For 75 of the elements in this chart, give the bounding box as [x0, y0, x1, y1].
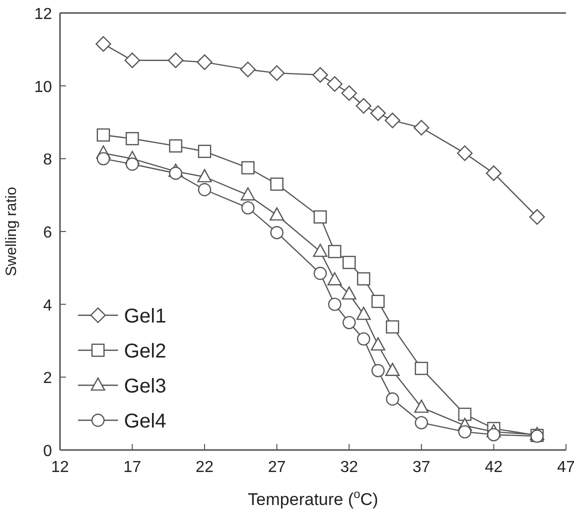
- point: [386, 320, 400, 334]
- y-tick-label: 12: [34, 6, 52, 23]
- point: [313, 244, 328, 257]
- x-tick-label: 42: [484, 459, 503, 476]
- point: [487, 428, 500, 442]
- point: [341, 85, 357, 101]
- point: [197, 169, 212, 182]
- point: [124, 52, 140, 68]
- point: [241, 161, 255, 174]
- point: [314, 210, 327, 224]
- point: [529, 209, 545, 225]
- point: [126, 132, 139, 146]
- point: [385, 362, 400, 376]
- point: [328, 298, 342, 311]
- y-tick-label: 8: [43, 152, 52, 169]
- point: [269, 65, 285, 81]
- y-axis-title: Swelling ratio: [3, 186, 20, 276]
- legend-label: Gel2: [124, 340, 166, 362]
- point: [196, 54, 212, 70]
- point: [356, 306, 371, 320]
- legend-label: Gel4: [124, 410, 166, 432]
- point: [96, 36, 112, 52]
- x-tick-label: 37: [412, 459, 430, 476]
- point: [371, 294, 385, 308]
- point: [414, 416, 428, 430]
- point: [414, 400, 429, 413]
- x-tick-label: 27: [268, 459, 286, 476]
- point: [357, 272, 370, 286]
- y-tick-label: 0: [43, 443, 52, 460]
- legend-label: Gel1: [124, 305, 166, 328]
- point: [169, 139, 182, 153]
- y-tick-label: 2: [43, 370, 52, 388]
- point: [327, 272, 342, 286]
- x-tick-label: 22: [196, 459, 214, 476]
- point: [270, 226, 284, 240]
- x-tick-label: 47: [557, 459, 575, 476]
- point: [457, 145, 473, 162]
- point: [198, 144, 212, 158]
- point: [270, 178, 284, 191]
- point: [240, 62, 256, 78]
- point: [169, 166, 182, 180]
- point: [370, 105, 386, 121]
- point: [486, 165, 502, 182]
- point: [414, 362, 428, 376]
- point: [96, 152, 110, 166]
- x-tick-label: 17: [123, 459, 142, 476]
- point: [326, 76, 342, 92]
- point: [458, 425, 472, 438]
- point: [342, 316, 356, 330]
- point: [312, 67, 328, 83]
- point: [342, 286, 356, 300]
- point: [386, 392, 400, 406]
- x-tick-label: 32: [340, 459, 358, 476]
- y-tick-label: 4: [43, 297, 52, 314]
- point: [314, 266, 327, 280]
- point: [96, 128, 110, 142]
- legend-label: Gel3: [124, 375, 166, 398]
- point: [371, 364, 385, 378]
- point: [384, 112, 400, 128]
- y-tick-label: 6: [43, 224, 52, 242]
- point: [357, 332, 370, 346]
- point: [270, 207, 284, 221]
- point: [240, 187, 256, 200]
- point: [458, 408, 472, 421]
- point: [126, 158, 139, 171]
- point: [370, 337, 386, 351]
- point: [342, 256, 356, 270]
- x-axis-title: Temperature ($^{o}$C): [248, 487, 378, 509]
- point: [414, 120, 430, 136]
- point: [168, 52, 184, 68]
- point: [328, 244, 342, 258]
- y-tick-label: 10: [34, 78, 52, 96]
- point: [198, 183, 212, 196]
- point: [241, 201, 255, 214]
- point: [356, 98, 372, 114]
